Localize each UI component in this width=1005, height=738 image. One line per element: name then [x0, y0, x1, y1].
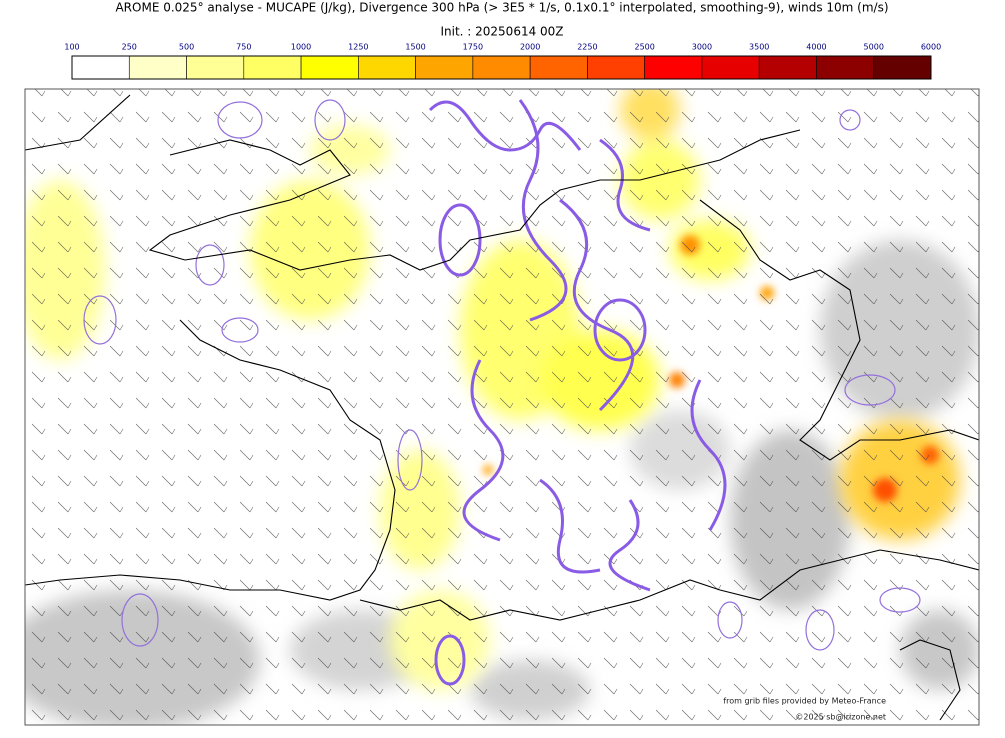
- colorbar-label: 100: [64, 43, 79, 52]
- colorbar-swatch: [758, 55, 817, 80]
- colorbar-label: 1500: [405, 43, 425, 52]
- colorbar-label: 2500: [634, 43, 654, 52]
- colorbar-swatch: [186, 55, 245, 80]
- colorbar-swatch: [128, 55, 187, 80]
- map-frame: [24, 88, 980, 726]
- colorbar-label: 4000: [806, 43, 826, 52]
- colorbar-label: 750: [236, 43, 251, 52]
- colorbar-swatch: [873, 55, 932, 80]
- colorbar-label: 2250: [577, 43, 597, 52]
- colorbar-label: 2000: [520, 43, 540, 52]
- colorbar-swatch: [71, 55, 130, 80]
- colorbar-swatch: [644, 55, 703, 80]
- colorbar-swatch: [587, 55, 645, 80]
- map-area: [25, 89, 979, 725]
- colorbar-label: 1750: [463, 43, 483, 52]
- credit: from grib files provided by Meteo-France: [723, 697, 886, 706]
- coastlines-borders: [25, 94, 979, 721]
- colorbar-label: 5000: [864, 43, 884, 52]
- colorbar-label: 6000: [921, 43, 941, 52]
- colorbar-swatch: [529, 55, 588, 80]
- init-time: Init. : 20250614 00Z: [440, 25, 563, 39]
- title: AROME 0.025° analyse - MUCAPE (J/kg), Di…: [115, 1, 888, 15]
- credit: ©2025 sb@irizone.net: [795, 713, 886, 722]
- colorbar-frame: [71, 55, 932, 80]
- colorbar-swatch: [300, 55, 359, 80]
- colorbar-label: 3000: [692, 43, 712, 52]
- colorbar-label: 3500: [749, 43, 769, 52]
- divergence-contours: [83, 99, 921, 651]
- colorbar-label: 500: [179, 43, 194, 52]
- colorbar-swatch: [358, 55, 416, 80]
- colorbar-label: 250: [122, 43, 137, 52]
- colorbar-swatch: [415, 55, 474, 80]
- colorbar: 100 250 500 750 1000 1250 1500 1750 2000 2250 2500…: [64, 43, 941, 80]
- colorbar-swatch: [816, 55, 875, 80]
- strong-divergence: [428, 99, 727, 686]
- colorbar-label: 1250: [348, 43, 368, 52]
- colorbar-swatch: [701, 55, 760, 80]
- colorbar-swatch: [243, 55, 302, 80]
- colorbar-swatch: [472, 55, 531, 80]
- colorbar-label: 1000: [291, 43, 311, 52]
